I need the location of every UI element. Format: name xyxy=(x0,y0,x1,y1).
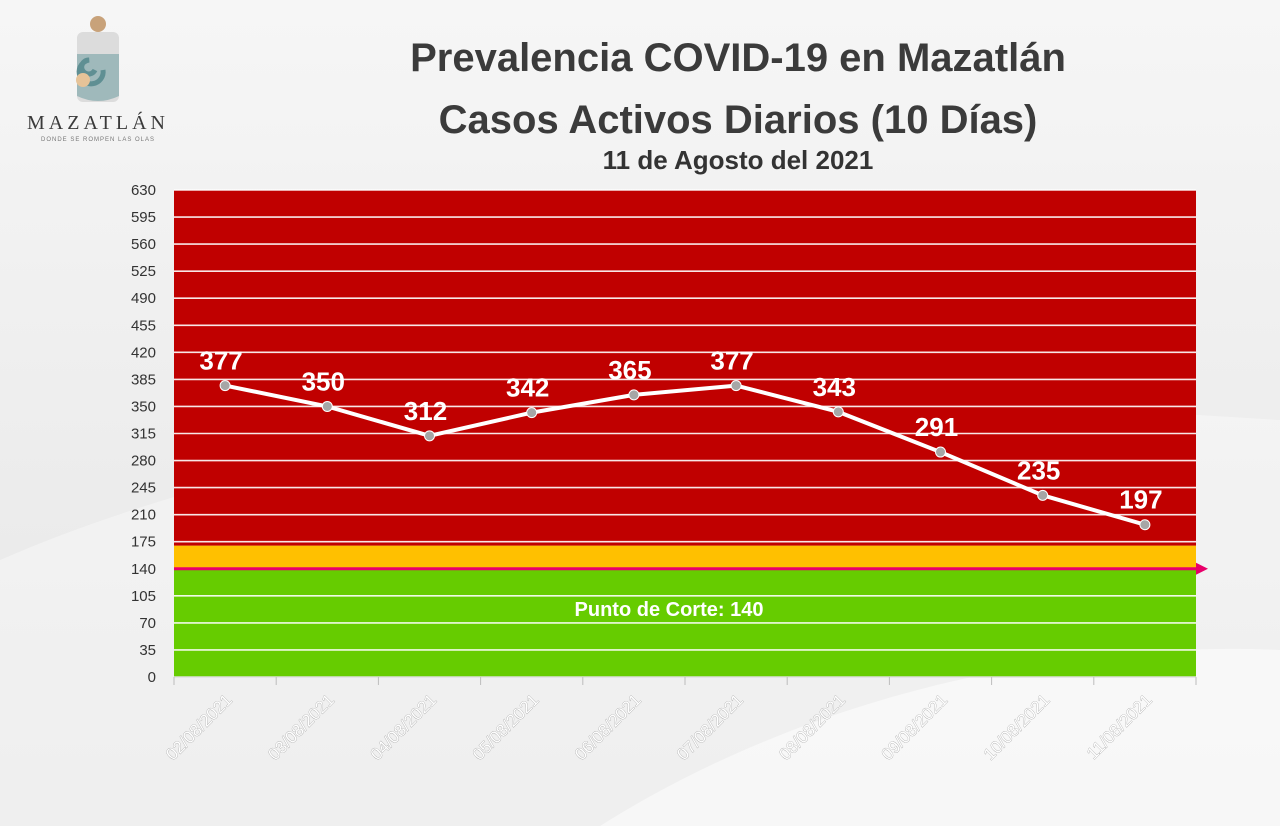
y-tick-label: 560 xyxy=(131,236,156,253)
x-tick-label: 08/08/2021 xyxy=(776,690,850,764)
data-point xyxy=(526,407,538,419)
y-tick-label: 140 xyxy=(131,561,156,578)
chart-date: 11 de Agosto del 2021 xyxy=(602,145,874,175)
y-tick-label: 630 xyxy=(131,182,156,199)
data-label: 343 xyxy=(813,372,856,402)
y-tick-label: 175 xyxy=(131,534,156,551)
x-tick-label: 06/08/2021 xyxy=(571,690,645,764)
x-tick-label: 09/08/2021 xyxy=(878,690,952,764)
y-tick-label: 525 xyxy=(131,263,156,280)
y-tick-label: 490 xyxy=(131,290,156,307)
logo-emblem-icon xyxy=(76,16,119,102)
y-tick-label: 455 xyxy=(131,317,156,334)
chart-subtitle: Casos Activos Diarios (10 Días) xyxy=(438,98,1038,142)
y-tick-label: 595 xyxy=(131,209,156,226)
y-tick-label: 385 xyxy=(131,371,156,388)
y-tick-label: 70 xyxy=(139,615,156,632)
mazatlan-logo: MAZATLÁN DONDE SE ROMPEN LAS OLAS xyxy=(18,14,178,174)
data-label: 350 xyxy=(302,366,345,396)
y-tick-label: 280 xyxy=(131,453,156,470)
band-1 xyxy=(174,545,1196,569)
data-label: 377 xyxy=(710,346,753,376)
cut-line-label: Punto de Corte: 140 xyxy=(575,599,764,621)
y-tick-label: 35 xyxy=(139,642,156,659)
data-point xyxy=(219,380,231,392)
data-point xyxy=(424,430,435,442)
x-tick-label: 10/08/2021 xyxy=(980,690,1054,764)
x-tick-label: 05/08/2021 xyxy=(469,690,543,764)
data-point xyxy=(321,400,333,412)
logo-name: MAZATLÁN xyxy=(27,112,169,134)
data-point xyxy=(1037,489,1049,501)
data-label: 365 xyxy=(608,355,651,385)
y-tick-label: 0 xyxy=(148,669,156,686)
y-tick-label: 315 xyxy=(131,426,156,443)
x-tick-label: 04/08/2021 xyxy=(367,690,441,764)
x-tick-label: 11/08/2021 xyxy=(1083,690,1156,763)
data-label: 377 xyxy=(199,346,242,376)
data-label: 342 xyxy=(506,373,549,403)
cut-line-arrow-icon xyxy=(1196,562,1208,575)
series-line xyxy=(224,383,1146,527)
y-tick-label: 245 xyxy=(131,480,156,497)
logo-tagline: DONDE SE ROMPEN LAS OLAS xyxy=(40,137,156,143)
data-point xyxy=(832,406,844,418)
y-tick-label: 420 xyxy=(131,344,156,361)
x-tick-label: 03/08/2021 xyxy=(265,690,339,764)
y-tick-label: 350 xyxy=(131,398,156,415)
data-point xyxy=(628,389,640,401)
data-point xyxy=(935,446,946,458)
x-tick-label: 07/08/2021 xyxy=(673,690,747,764)
data-label: 312 xyxy=(404,396,447,426)
data-label: 291 xyxy=(915,412,958,442)
y-tick-label: 105 xyxy=(131,588,156,605)
chart-title: Prevalencia COVID-19 en Mazatlán xyxy=(410,36,1066,80)
data-point xyxy=(730,380,742,392)
data-label: 197 xyxy=(1119,485,1162,515)
data-label: 235 xyxy=(1017,455,1060,485)
y-tick-label: 210 xyxy=(131,507,156,524)
x-tick-label: 02/08/2021 xyxy=(162,690,236,764)
data-point xyxy=(1139,519,1151,531)
